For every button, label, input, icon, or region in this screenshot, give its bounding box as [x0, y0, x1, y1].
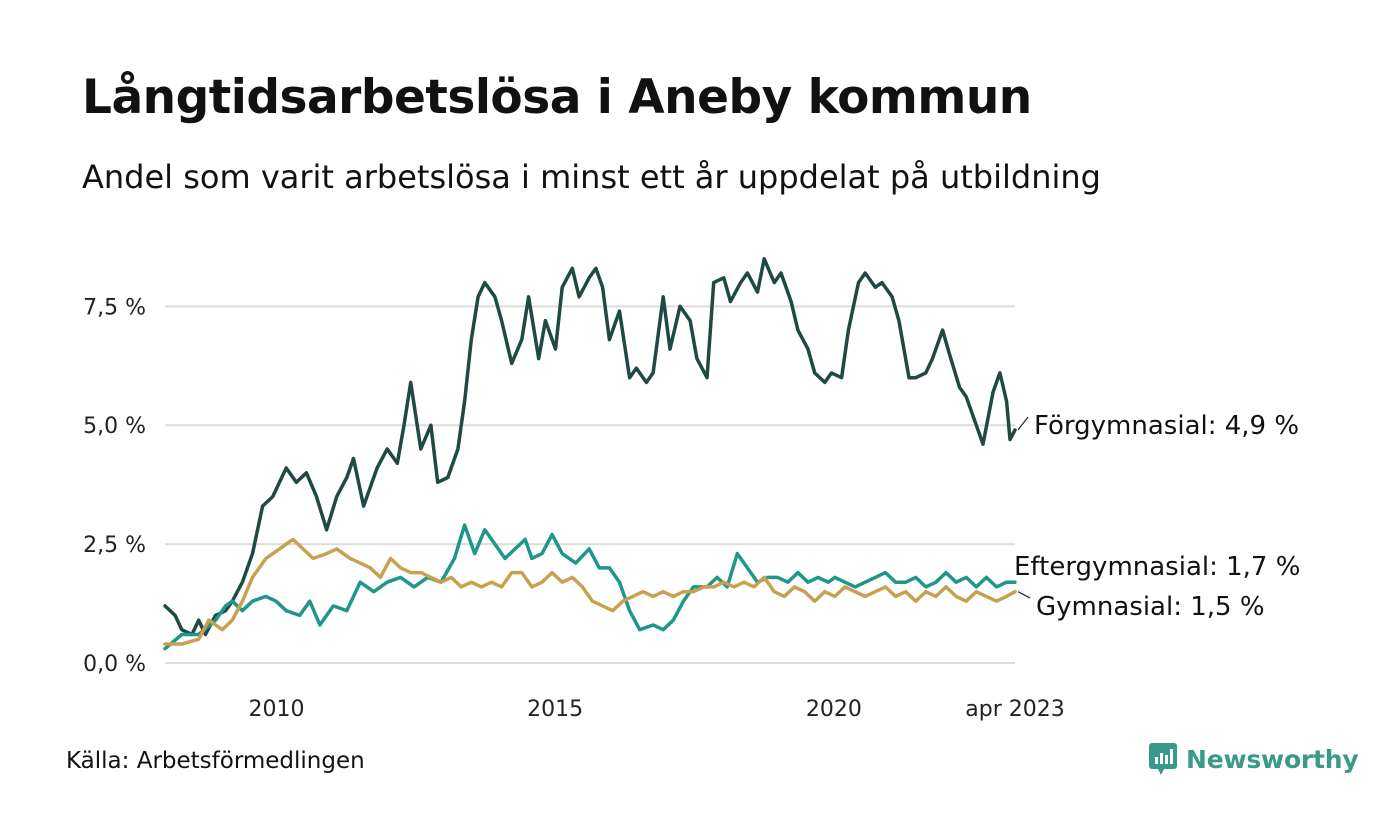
- chart-subtitle: Andel som varit arbetslösa i minst ett å…: [82, 158, 1101, 196]
- y-tick-label: 2,5 %: [83, 533, 146, 558]
- x-tick-label: apr 2023: [965, 697, 1064, 722]
- label-leader-line: [1017, 416, 1029, 431]
- label-leader-line: [1017, 591, 1031, 599]
- chart-title: Långtidsarbetslösa i Aneby kommun: [82, 70, 1032, 125]
- series-lines: [163, 257, 1017, 651]
- series-end-labels: Förgymnasial: 4,9 % Eftergymnasial: 1,7 %…: [1014, 411, 1300, 622]
- y-tick-label: 7,5 %: [83, 295, 146, 320]
- series-end-label-eftergymnasial: Eftergymnasial: 1,7 %: [1014, 552, 1300, 582]
- series-end-label-gymnasial: Gymnasial: 1,5 %: [1036, 592, 1265, 622]
- series-line-förgymnasial: [163, 257, 1017, 637]
- brand-name: Newsworthy: [1186, 744, 1359, 774]
- x-tick-label: 2015: [527, 697, 583, 722]
- gridlines: [165, 305, 1015, 664]
- x-tick-label: 2010: [248, 697, 304, 722]
- source-note: Källa: Arbetsförmedlingen: [66, 748, 365, 774]
- x-tick-label: 2020: [806, 697, 862, 722]
- series-end-label-förgymnasial: Förgymnasial: 4,9 %: [1034, 411, 1299, 441]
- newsworthy-logo-icon: [1149, 743, 1177, 775]
- y-axis-ticks: 0,0 % 2,5 % 5,0 % 7,5 %: [83, 295, 146, 677]
- x-axis-ticks: 2010 2015 2020 apr 2023: [248, 697, 1064, 722]
- series-line-eftergymnasial: [163, 523, 1017, 651]
- series-line-gymnasial: [163, 537, 1017, 646]
- y-tick-label: 0,0 %: [83, 652, 146, 677]
- line-chart: 0,0 % 2,5 % 5,0 % 7,5 % 2010 2015 2020 apr 202…: [83, 257, 1300, 722]
- brand-logo: Newsworthy: [1148, 742, 1359, 776]
- y-tick-label: 5,0 %: [83, 414, 146, 439]
